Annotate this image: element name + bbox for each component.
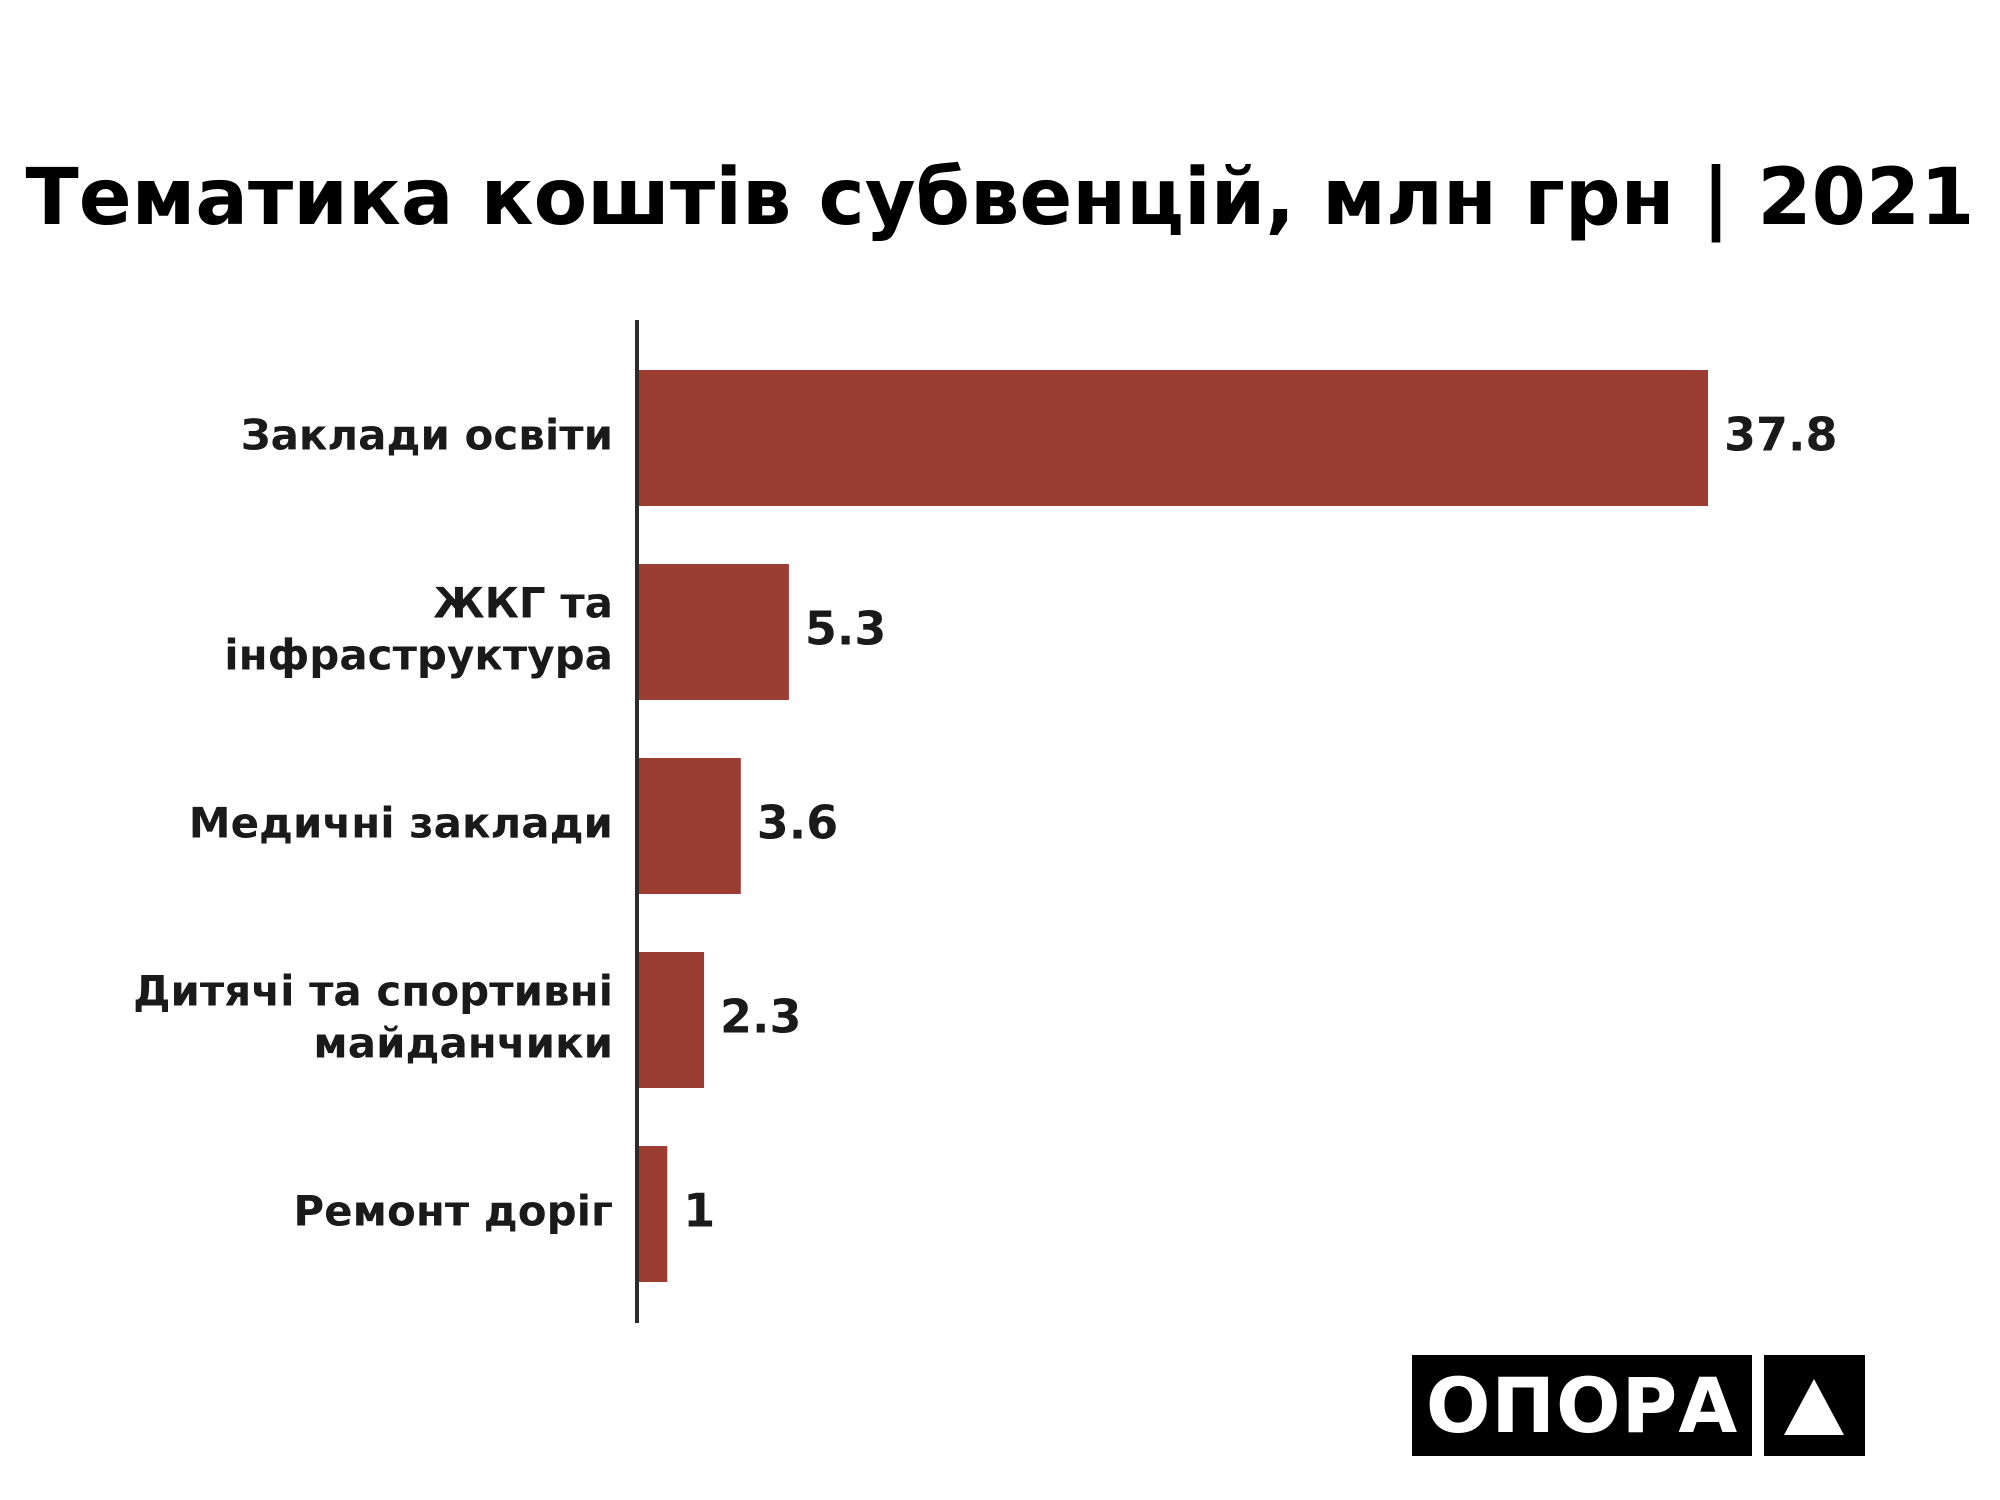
category-label: Медичні заклади: [189, 799, 613, 848]
category-label-line: Заклади освіти: [241, 411, 613, 460]
data-label: 2.3: [720, 990, 802, 1044]
data-label: 5.3: [805, 602, 887, 656]
bar: [639, 370, 1708, 506]
category-label-line: Медичні заклади: [189, 799, 613, 848]
bar: [639, 564, 789, 700]
logo-wordmark: ОПОРА: [1412, 1355, 1752, 1456]
category-label-line: майданчики: [313, 1019, 613, 1068]
opora-logo: ОПОРА: [1412, 1355, 1865, 1456]
bars-group: [639, 370, 1708, 1282]
category-label: ЖКГ та інфраструктура: [224, 579, 613, 680]
category-label-line: ЖКГ та: [433, 579, 613, 628]
category-label-line: Дитячі та спортивні: [133, 967, 613, 1016]
category-label-line: інфраструктура: [224, 631, 613, 680]
chart-title: Тематика коштів субвенцій, млн грн | 202…: [25, 153, 1975, 243]
category-label-line: Ремонт доріг: [293, 1187, 613, 1236]
category-label: Дитячі та спортивні майданчики: [133, 967, 613, 1068]
category-label: Ремонт доріг: [293, 1187, 613, 1236]
bar: [639, 952, 705, 1088]
triangle-icon: [1764, 1355, 1865, 1456]
data-label: 3.6: [757, 796, 839, 850]
category-labels-group: Заклади освіти ЖКГ та інфраструктура Медичн…: [133, 411, 613, 1236]
data-label: 37.8: [1724, 408, 1838, 462]
category-label: Заклади освіти: [241, 411, 613, 460]
data-label: 1: [683, 1184, 715, 1238]
bar: [639, 758, 741, 894]
value-labels-group: 37.8 5.3 3.6 2.3 1: [683, 408, 1837, 1238]
bar: [639, 1146, 668, 1282]
